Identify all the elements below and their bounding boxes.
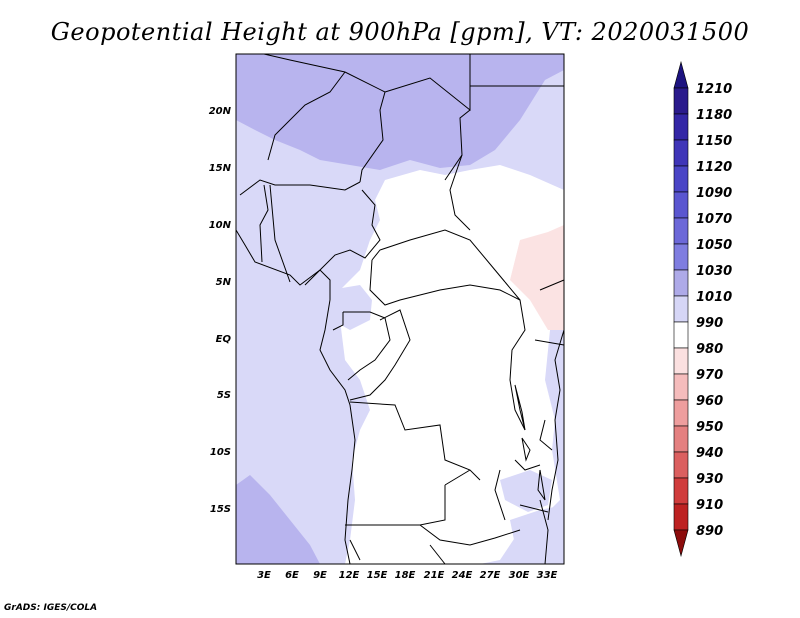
lat-tick-label: EQ	[216, 334, 232, 345]
colorbar-swatch	[673, 165, 689, 193]
colorbar-swatch	[673, 373, 689, 401]
lon-tick-label: 3E	[257, 570, 271, 581]
country-borders	[235, 53, 565, 565]
colorbar-swatch	[673, 347, 689, 375]
colorbar-level-label: 990	[696, 316, 723, 331]
east-africa-pink-region	[510, 225, 564, 330]
colorbar-swatch	[673, 503, 689, 531]
colorbar-level-label: 960	[696, 394, 723, 409]
coastal-blue-region	[330, 285, 372, 330]
lat-axis: 20N 15N 10N 5N EQ 5S 10S 15S	[209, 106, 232, 515]
map-title: Geopotential Height at 900hPa [gpm], VT:…	[50, 18, 750, 46]
colorbar-level-label: 1150	[696, 134, 732, 149]
lon-tick-label: 18E	[395, 570, 416, 581]
lon-tick-label: 6E	[285, 570, 299, 581]
lon-tick-label: 12E	[339, 570, 360, 581]
lat-tick-label: 5S	[217, 390, 231, 401]
colorbar-level-label: 1010	[696, 290, 732, 305]
colorbar-level-label: 980	[696, 342, 723, 357]
lon-axis: 3E 6E 9E 12E 15E 18E 21E 24E 27E 30E 33E	[257, 570, 557, 581]
colorbar-level-label: 1180	[696, 108, 732, 123]
colorbar-level-label: 1030	[696, 264, 732, 279]
central-africa-low-region	[330, 165, 564, 564]
footer-credit: GrADS: IGES/COLA	[4, 603, 98, 613]
colorbar-level-label: 910	[696, 498, 723, 513]
lon-tick-label: 15E	[367, 570, 388, 581]
colorbar-level-label: 1050	[696, 238, 732, 253]
southwest-high-region	[236, 475, 320, 564]
colorbar-top-arrow	[673, 60, 689, 89]
lon-tick-label: 27E	[480, 570, 501, 581]
colorbar-swatch	[673, 321, 689, 349]
colorbar-swatch	[673, 451, 689, 479]
lon-tick-label: 21E	[424, 570, 445, 581]
colorbar-swatch	[673, 399, 689, 427]
lat-tick-label: 15N	[209, 163, 232, 174]
colorbar-swatch	[673, 477, 689, 505]
colorbar-swatch	[673, 269, 689, 297]
colorbar-level-label: 1090	[696, 186, 732, 201]
lon-tick-label: 30E	[509, 570, 530, 581]
colorbar-bottom-arrow	[673, 529, 689, 558]
colorbar-swatch	[673, 217, 689, 245]
sahara-high-region	[236, 54, 564, 170]
map-frame	[235, 53, 565, 565]
colorbar-swatch	[673, 139, 689, 167]
colorbar-swatch	[673, 243, 689, 271]
colorbar-level-label: 1210	[696, 82, 732, 97]
lakes	[514, 384, 549, 513]
mozambique-blue-region	[510, 505, 564, 564]
colorbar-level-label: 930	[696, 472, 723, 487]
colorbar-swatch	[673, 191, 689, 219]
lon-tick-label: 9E	[313, 570, 327, 581]
lon-tick-label: 33E	[537, 570, 558, 581]
colorbar-swatch	[673, 295, 689, 323]
lat-tick-label: 20N	[209, 106, 232, 117]
colorbar-swatch	[673, 425, 689, 453]
map-area	[235, 53, 565, 565]
lon-tick-label: 24E	[452, 570, 473, 581]
colorbar-swatch	[673, 87, 689, 115]
lat-tick-label: 10S	[210, 447, 231, 458]
lat-tick-label: 5N	[216, 277, 232, 288]
colorbar-level-label: 890	[696, 524, 723, 539]
colorbar-level-label: 940	[696, 446, 723, 461]
lat-tick-label: 15S	[210, 504, 231, 515]
colorbar-level-label: 950	[696, 420, 723, 435]
lat-tick-label: 10N	[209, 220, 232, 231]
colorbar-level-label: 970	[696, 368, 723, 383]
colorbar-swatch	[673, 113, 689, 141]
colorbar-level-label: 1070	[696, 212, 732, 227]
colorbar: 1210 1180 1150 1120 1090 1070 1050 1030 1010 990 9…	[673, 60, 732, 558]
colorbar-level-label: 1120	[696, 160, 732, 175]
